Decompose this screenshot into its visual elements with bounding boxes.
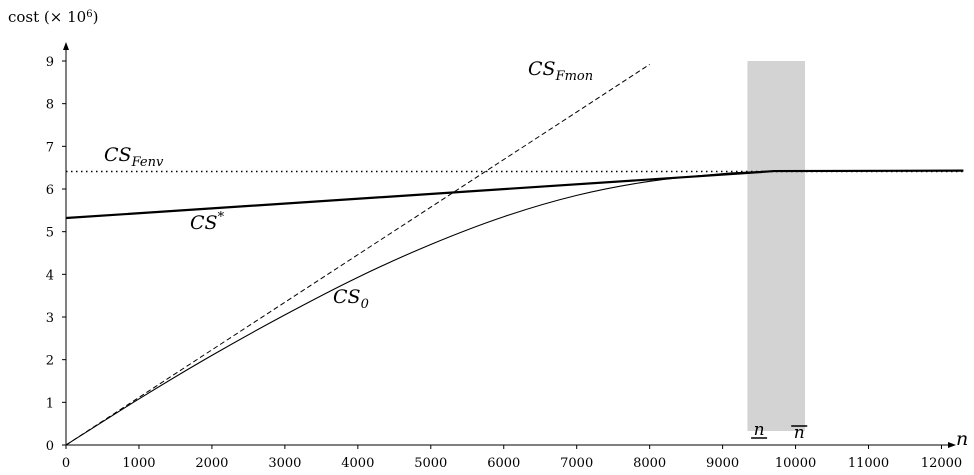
series-line-cs- (65, 169, 964, 220)
x-tick-label: 1000 (122, 456, 155, 471)
x-tick-label: 4000 (341, 456, 374, 471)
y-tick-label: 4 (46, 268, 54, 283)
y-tick-label: 9 (46, 55, 54, 70)
x-tick-label: 11000 (848, 456, 889, 471)
x-axis-title: n (956, 428, 968, 450)
x-tick-label: 3000 (268, 456, 301, 471)
y-tick-label: 0 (46, 439, 54, 454)
y-tick-label: 3 (46, 311, 54, 326)
x-tick-label: 10000 (775, 456, 816, 471)
y-axis-arrow (63, 42, 69, 50)
x-tick-label: 5000 (414, 456, 447, 471)
y-tick-label: 7 (46, 140, 54, 155)
y-tick-label: 1 (46, 396, 54, 411)
x-tick-label: 2000 (195, 456, 228, 471)
shaded-band (747, 61, 806, 431)
x-tick-label: 7000 (560, 456, 593, 471)
series-group (65, 63, 964, 446)
marker-n-upper: n (794, 423, 805, 443)
y-ticks: 0 1 2 3 4 5 6 7 8 9 (46, 55, 66, 454)
label-cs-star: CS* (190, 210, 225, 234)
x-tick-label: 9000 (706, 456, 739, 471)
y-tick-label: 8 (46, 98, 54, 113)
label-cs-fenv: CSFenv (104, 144, 164, 170)
y-tick-label: 2 (46, 354, 54, 369)
marker-n-lower: n (754, 420, 765, 440)
x-tick-label: 12000 (921, 456, 962, 471)
x-tick-label: 6000 (487, 456, 520, 471)
label-cs-fmon: CSFmon (528, 58, 593, 84)
y-tick-label: 6 (46, 183, 54, 198)
x-tick-label: 8000 (633, 456, 666, 471)
series-line-cs-fmon (65, 63, 650, 446)
series-line-cs-0 (65, 170, 964, 446)
x-tick-label: 0 (62, 456, 70, 471)
y-axis-title: cost (× 106) (8, 8, 98, 26)
x-axis-arrow (948, 442, 956, 448)
y-tick-label: 5 (46, 226, 54, 241)
label-cs-0: CS0 (333, 286, 369, 312)
x-ticks: 0 1000 2000 3000 4000 5000 6000 7000 8000 9000 100… (62, 445, 962, 471)
